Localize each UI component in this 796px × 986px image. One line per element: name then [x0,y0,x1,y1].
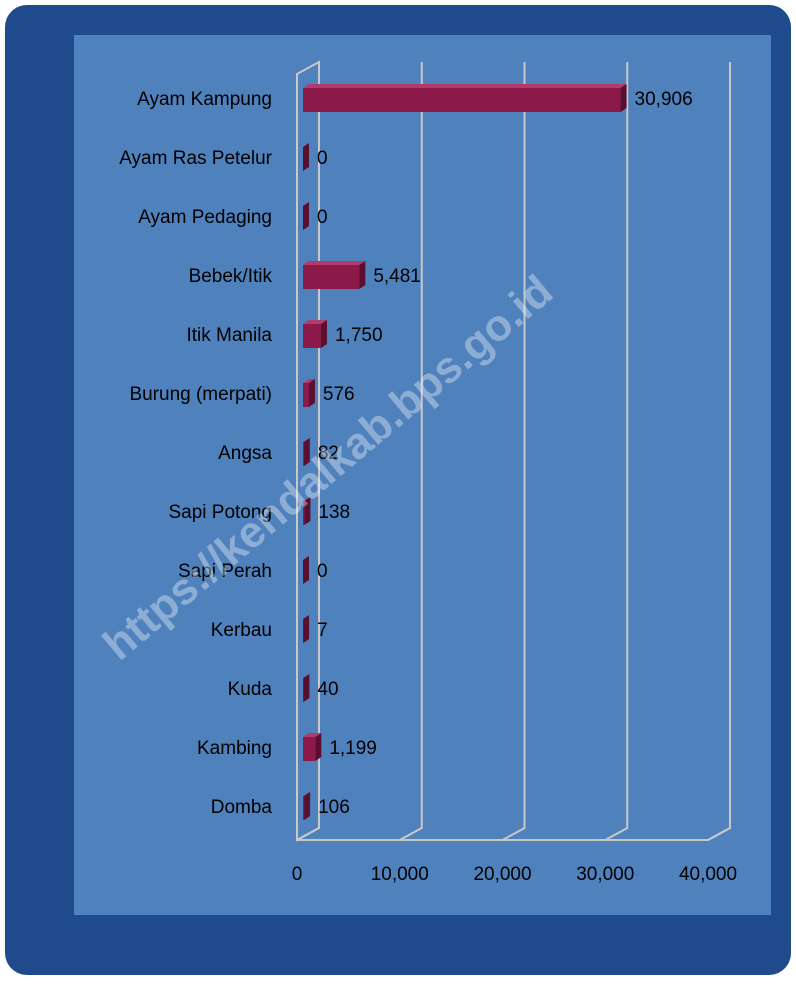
x-tick-label: 30,000 [576,864,634,885]
bar [303,615,309,643]
bar [303,143,309,171]
x-tick-label: 0 [292,864,303,885]
value-label: 106 [318,797,350,818]
y-tick-label: Kerbau [211,620,272,641]
bar-side [303,556,309,584]
bar-top [303,261,365,265]
bar-side [304,792,310,820]
y-tick-label: Domba [211,797,273,818]
bar-side [309,379,315,407]
bar [303,556,309,584]
y-tick-label: Bebek/Itik [189,266,273,287]
value-label: 138 [318,502,350,523]
y-tick-label: Burung (merpati) [129,384,272,405]
x-tick-label: 10,000 [371,864,429,885]
value-label: 0 [317,561,328,582]
bar-front [303,324,321,348]
value-label: 40 [317,679,338,700]
value-label: 0 [317,207,328,228]
bar-side [303,615,309,643]
y-tick-label: Ayam Ras Petelur [119,148,272,169]
y-tick-label: Ayam Pedaging [138,207,272,228]
bar-side [303,674,309,702]
value-label: 1,199 [329,738,377,759]
bar [303,733,321,761]
bar-front [303,383,309,407]
bar-front [303,796,304,820]
bar [303,674,309,702]
y-tick-label: Angsa [218,443,272,464]
bar-top [303,84,627,88]
bar-side [321,320,327,348]
bar [303,84,627,112]
x-tick-label: 20,000 [473,864,531,885]
bar-front [303,88,621,112]
value-label: 1,750 [335,325,383,346]
bar [303,792,310,820]
bar [303,320,327,348]
value-label: 30,906 [635,89,693,110]
bar-side [303,143,309,171]
bar-front [303,737,315,761]
x-tick-label: 40,000 [679,864,737,885]
bar-side [303,202,309,230]
y-tick-label: Itik Manila [186,325,272,346]
y-tick-label: Kuda [228,679,273,700]
y-tick-label: Ayam Kampung [137,89,272,110]
bar-side [315,733,321,761]
y-tick-label: Kambing [197,738,272,759]
bar-side [359,261,365,289]
bar [303,379,315,407]
value-label: 576 [323,384,355,405]
bar [303,202,309,230]
value-label: 5,481 [373,266,421,287]
bar-side [621,84,627,112]
value-label: 7 [317,620,328,641]
bar [303,261,365,289]
value-label: 0 [317,148,328,169]
bar-front [303,265,359,289]
